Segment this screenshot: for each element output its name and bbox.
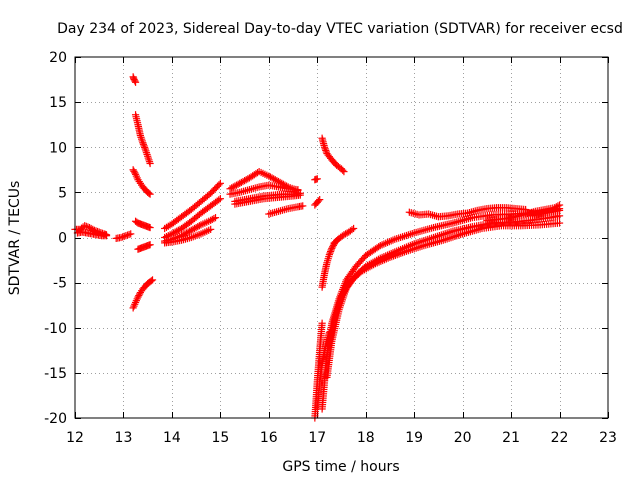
data-point — [148, 276, 157, 284]
series-arc-17 — [231, 191, 304, 208]
data-point — [296, 191, 304, 199]
y-tick-label: 0 — [58, 231, 67, 247]
x-tick-label: 16 — [260, 430, 278, 446]
data-point — [127, 230, 135, 238]
y-axis-title: SDTVAR / TECUs — [7, 181, 23, 296]
plot-frame — [74, 56, 609, 419]
x-tick-label: 15 — [211, 430, 229, 446]
data-point — [216, 179, 224, 187]
grid-layer — [75, 57, 608, 418]
series-arc-9 — [129, 276, 157, 312]
series-arc-5 — [131, 111, 154, 168]
series-arc-2 — [73, 228, 111, 240]
y-tick-label: -5 — [53, 276, 67, 292]
data-point — [212, 184, 220, 192]
y-tick-label: -15 — [44, 366, 67, 382]
data-point — [207, 225, 215, 233]
data-point — [340, 168, 348, 176]
data-point — [146, 159, 154, 168]
data-point — [146, 190, 154, 198]
data-point — [314, 197, 323, 205]
series-arc-20 — [311, 175, 321, 184]
x-tick-label: 13 — [115, 430, 133, 446]
x-tick-label: 19 — [405, 430, 423, 446]
data-point — [555, 205, 564, 213]
series-arc-21 — [318, 134, 348, 176]
data-point — [313, 175, 321, 183]
x-tick-label: 20 — [454, 430, 472, 446]
series-arc-28 — [325, 219, 564, 350]
data-points — [71, 73, 564, 422]
data-point — [147, 277, 155, 285]
data-point — [131, 77, 139, 85]
series-arc-25 — [330, 224, 358, 247]
data-point — [211, 214, 220, 222]
chart-title: Day 234 of 2023, Sidereal Day-to-day VTE… — [57, 21, 623, 37]
x-tick-label: 12 — [66, 430, 84, 446]
series-arc-15 — [226, 181, 302, 198]
data-point — [146, 241, 154, 249]
series-arc-11 — [161, 195, 224, 242]
data-point — [145, 189, 153, 197]
data-point — [318, 319, 326, 327]
series-arc-10 — [161, 179, 224, 233]
series-arc-7 — [131, 217, 154, 232]
y-tick-label: -10 — [44, 321, 67, 337]
series-arc-24 — [318, 240, 338, 291]
x-axis-title: GPS time / hours — [282, 459, 399, 475]
data-point — [215, 181, 223, 189]
series-arc-30 — [483, 201, 564, 224]
data-point — [213, 182, 222, 190]
series-arc-4 — [129, 73, 140, 86]
data-point — [131, 78, 140, 86]
data-point — [294, 186, 302, 194]
series-arc-18 — [265, 202, 307, 218]
data-point — [216, 195, 224, 203]
data-point — [211, 185, 219, 193]
y-tick-labels: -20 -15 -10 -5 0 5 10 15 20 — [44, 50, 67, 427]
series-arc-29 — [405, 204, 530, 221]
y-tick-label: 15 — [49, 95, 67, 111]
y-tick-label: 20 — [49, 50, 67, 66]
data-point — [555, 212, 564, 220]
y-tick-label: 10 — [49, 140, 67, 156]
y-tick-label: 5 — [58, 185, 67, 201]
data-point — [339, 166, 347, 174]
data-point — [350, 224, 358, 233]
x-tick-labels: 12 13 14 15 16 17 18 19 20 21 22 23 — [66, 430, 617, 446]
x-tick-label: 17 — [308, 430, 326, 446]
series-arc-3 — [112, 230, 135, 243]
x-tick-label: 23 — [599, 430, 617, 446]
series-arc-31 — [526, 205, 564, 220]
data-point — [102, 232, 111, 240]
series-arc-19 — [311, 195, 324, 209]
series-arc-8 — [134, 241, 154, 253]
x-tick-label: 22 — [551, 430, 569, 446]
data-point — [316, 195, 324, 204]
data-point — [299, 202, 307, 210]
y-tick-label: -20 — [44, 411, 67, 427]
series-arc-6 — [129, 166, 154, 198]
series-arc-13 — [161, 225, 215, 247]
data-point — [555, 219, 564, 227]
x-tick-label: 14 — [163, 430, 181, 446]
data-point — [146, 223, 154, 232]
x-tick-label: 21 — [502, 430, 520, 446]
data-point — [208, 188, 216, 196]
x-tick-label: 18 — [357, 430, 375, 446]
data-point — [130, 75, 138, 84]
